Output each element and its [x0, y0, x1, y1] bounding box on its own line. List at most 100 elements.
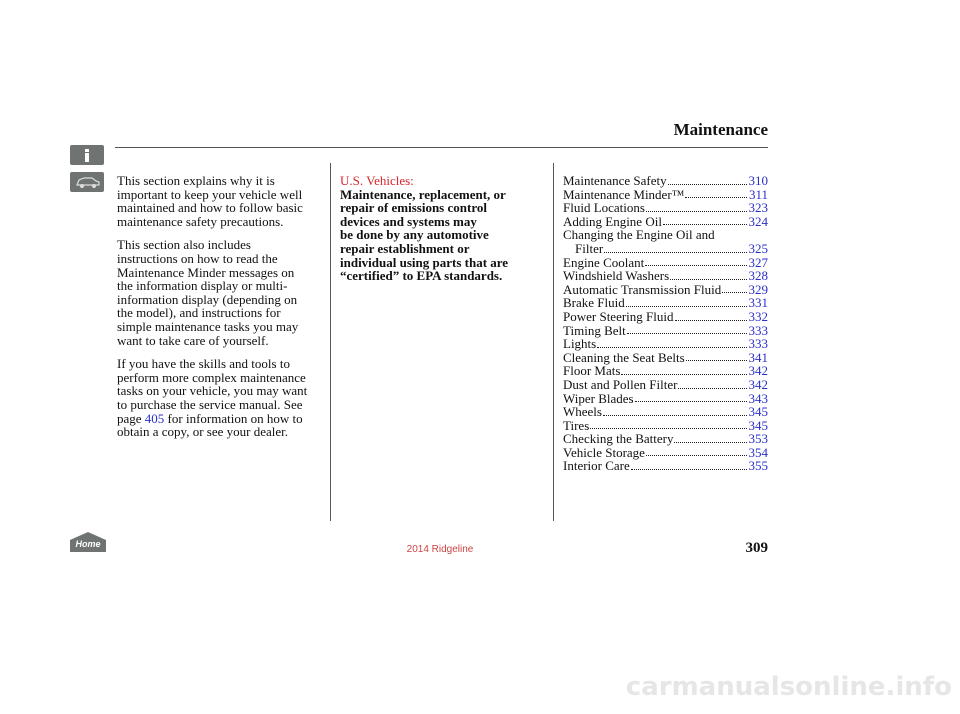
- contents-entry[interactable]: Fluid Locations 323: [563, 201, 768, 215]
- entry-page: 341: [748, 349, 769, 365]
- contents-entry[interactable]: Adding Engine Oil 324: [563, 215, 768, 229]
- entry-title: Dust and Pollen Filter: [563, 376, 678, 392]
- dot-leader: [630, 459, 747, 471]
- dot-leader: [662, 215, 747, 226]
- contents-entry[interactable]: Floor Mats 342: [563, 364, 768, 378]
- text-line: simple maintenance tasks you may: [117, 318, 299, 334]
- entry-page: 332: [748, 308, 769, 324]
- emissions-notice: U.S. Vehicles: Maintenance, replacement,…: [340, 174, 508, 283]
- dot-leader: [634, 392, 747, 403]
- page-number: 309: [745, 540, 769, 556]
- dot-leader: [645, 201, 747, 212]
- vehicle-icon[interactable]: [70, 172, 104, 192]
- dot-leader: [590, 419, 747, 430]
- text-line: to purchase the service manual. See: [117, 396, 303, 412]
- dot-leader: [685, 188, 747, 199]
- text-line: obtain a copy, or see your dealer.: [117, 424, 288, 440]
- text-line: Maintenance Minder messages on: [117, 264, 295, 280]
- entry-page: 333: [748, 322, 769, 338]
- contents-entry[interactable]: Windshield Washers 328: [563, 269, 768, 283]
- entry-page: 342: [748, 376, 769, 392]
- entry-page: 345: [748, 404, 769, 420]
- text-line: perform more complex maintenance: [117, 369, 306, 385]
- text-line: information display (depending on: [117, 291, 298, 307]
- entry-page: 345: [748, 417, 769, 433]
- entry-page: 310: [748, 173, 769, 188]
- contents-entry[interactable]: Engine Coolant 327: [563, 254, 769, 270]
- entry-title: Vehicle Storage: [563, 444, 645, 460]
- entry-title: Lights: [563, 336, 597, 352]
- dot-leader: [626, 324, 747, 335]
- dot-leader: [685, 351, 747, 362]
- entry-page: 342: [748, 363, 769, 379]
- entry-page: 355: [748, 458, 769, 474]
- entry-page: 324: [748, 213, 769, 229]
- contents-entry[interactable]: Wheels 345: [563, 405, 768, 419]
- text-line: important to keep your vehicle well: [117, 186, 303, 202]
- home-label: Home: [75, 539, 101, 549]
- notice-line: devices and systems may: [340, 213, 477, 229]
- text-line: maintained and how to follow basic: [117, 200, 303, 216]
- text-line: tasks on your vehicle, you may want: [117, 383, 308, 399]
- entry-title: Timing Belt: [563, 322, 626, 338]
- edition: 2014 Ridgeline: [406, 544, 474, 555]
- notice-line: be done by any automotive: [340, 227, 489, 243]
- page-link[interactable]: 405: [144, 410, 165, 426]
- contents-entry[interactable]: Brake Fluid 331: [563, 296, 768, 310]
- contents-entry[interactable]: Power Steering Fluid 332: [563, 310, 768, 324]
- contents-entry[interactable]: Tires 345: [563, 419, 768, 433]
- watermark: carmanualsonline.info: [625, 672, 952, 702]
- entry-title: Cleaning the Seat Belts: [563, 349, 685, 365]
- entry-page: 331: [748, 295, 769, 311]
- contents-entry[interactable]: Vehicle Storage 354: [563, 446, 768, 460]
- car-glyph: [76, 177, 100, 188]
- home-button[interactable]: Home: [70, 532, 106, 552]
- info-icon[interactable]: [70, 145, 104, 165]
- dot-leader: [645, 256, 747, 267]
- entry-title: Checking the Battery: [563, 431, 674, 447]
- home-shape: [70, 532, 106, 552]
- header-rule: [115, 147, 768, 148]
- contents-entry[interactable]: Wiper Blades 343: [563, 390, 769, 406]
- entry-title: Interior Care: [563, 458, 630, 474]
- notice-line: repair establishment or: [340, 240, 470, 256]
- contents-entry[interactable]: Cleaning the Seat Belts 341: [563, 351, 768, 365]
- entry-page: 333: [748, 336, 769, 352]
- contents-entry[interactable]: Filter 325: [563, 242, 768, 256]
- contents-entry[interactable]: Dust and Pollen Filter 342: [563, 378, 768, 392]
- entry-title: Filter: [575, 240, 604, 256]
- dot-leader: [678, 378, 747, 389]
- entry-title: Engine Coolant: [563, 254, 645, 270]
- entry-page: 354: [748, 444, 769, 460]
- text-line: If you have the skills and tools to: [117, 356, 290, 372]
- entry-title: Wheels: [563, 404, 602, 420]
- contents-entry[interactable]: Maintenance Minder™ 311: [563, 186, 768, 202]
- text-line: This section also includes: [117, 237, 251, 253]
- entry-title: Automatic Transmission Fluid: [563, 281, 722, 297]
- entry-title: Maintenance Minder™: [563, 186, 685, 202]
- dot-leader: [602, 405, 747, 416]
- contents-entry[interactable]: Checking the Battery 353: [563, 432, 768, 446]
- dot-leader: [645, 446, 747, 457]
- dot-leader: [667, 174, 747, 185]
- contents-entry[interactable]: Lights 333: [563, 337, 768, 351]
- entry-page: 343: [748, 390, 769, 406]
- entry-page: 329: [748, 281, 769, 297]
- entry-page: 327: [748, 254, 769, 270]
- entry-title: Tires: [563, 417, 590, 433]
- contents-entry[interactable]: Timing Belt 333: [563, 322, 769, 338]
- section-title: Maintenance: [673, 120, 768, 139]
- entry-title: Floor Mats: [563, 363, 621, 379]
- contents-entry[interactable]: Maintenance Safety 310: [563, 174, 768, 188]
- dot-leader: [604, 242, 747, 253]
- entry-page: 328: [748, 268, 769, 284]
- dot-leader: [674, 310, 747, 321]
- entry-page: 325: [748, 240, 769, 256]
- contents-entry[interactable]: Automatic Transmission Fluid 329: [563, 283, 768, 297]
- dot-leader: [621, 364, 747, 375]
- text-line: the model), and instructions for: [117, 305, 281, 321]
- contents-entry[interactable]: Interior Care 355: [563, 459, 768, 473]
- entry-page: 323: [748, 200, 769, 216]
- text-line: This section explains why it is: [117, 173, 275, 188]
